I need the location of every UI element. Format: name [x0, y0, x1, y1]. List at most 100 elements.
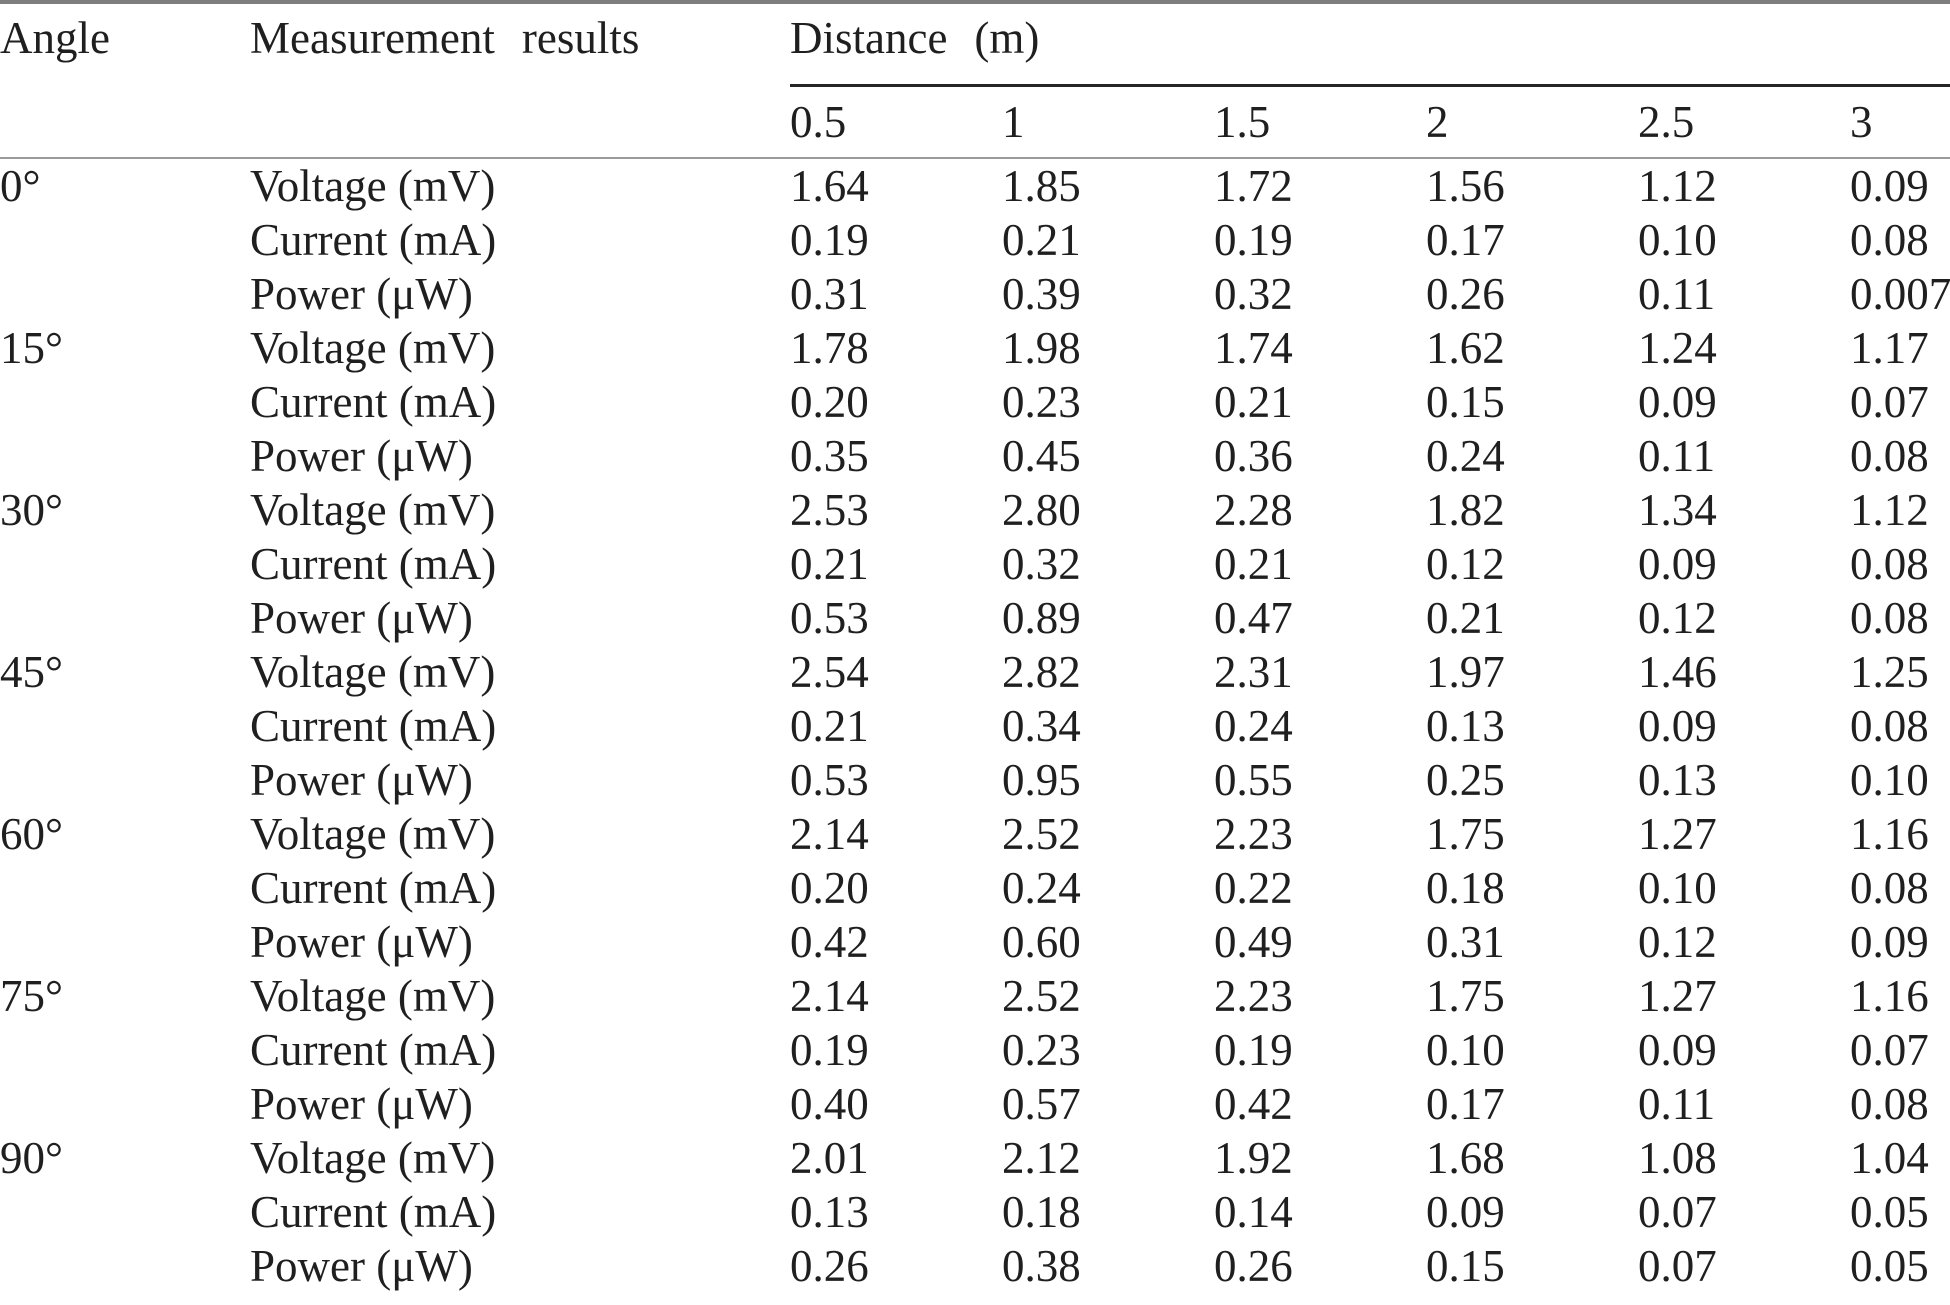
- value-cell: 0.08: [1850, 863, 1929, 913]
- header-row-top: Angle Measurement results Distance (m): [0, 2, 1950, 87]
- value-cell: 1.92: [1214, 1133, 1293, 1183]
- value-cell: 0.19: [1214, 215, 1293, 265]
- table-row: Power (μW) 0.26 0.38 0.26 0.15 0.07 0.05: [0, 1239, 1950, 1305]
- measurement-label-cell: Voltage (mV): [250, 647, 496, 697]
- value-cell: 0.47: [1214, 593, 1293, 643]
- measurement-column-header: Measurement results: [250, 13, 640, 63]
- value-cell: 0.24: [1426, 431, 1505, 481]
- table-row: 60° Voltage (mV) 2.14 2.52 2.23 1.75 1.27 1.16: [0, 807, 1950, 861]
- angle-cell: [0, 1239, 250, 1305]
- measurement-label-cell: Power (μW): [250, 269, 473, 319]
- value-cell: 0.20: [790, 377, 869, 427]
- table-row: Current (mA) 0.21 0.32 0.21 0.12 0.09 0.08: [0, 537, 1950, 591]
- value-cell: 0.20: [790, 863, 869, 913]
- table-row: Current (mA) 0.20 0.23 0.21 0.15 0.09 0.07: [0, 375, 1950, 429]
- value-cell: 0.35: [790, 431, 869, 481]
- value-cell: 0.15: [1426, 377, 1505, 427]
- value-cell: 2.28: [1214, 485, 1293, 535]
- measurement-label-cell: Power (μW): [250, 431, 473, 481]
- angle-cell: [0, 915, 250, 969]
- value-cell: 1.62: [1426, 323, 1505, 373]
- value-cell: 2.52: [1002, 809, 1081, 859]
- table-row: Power (μW) 0.53 0.89 0.47 0.21 0.12 0.08: [0, 591, 1950, 645]
- table-body: 0° Voltage (mV) 1.64 1.85 1.72 1.56 1.12 0.09 Cu…: [0, 158, 1950, 1305]
- value-cell: 0.42: [790, 917, 869, 967]
- angle-cell: [0, 429, 250, 483]
- value-cell: 0.40: [790, 1079, 869, 1129]
- measurement-label-cell: Power (μW): [250, 593, 473, 643]
- measurement-label-cell: Voltage (mV): [250, 161, 496, 211]
- value-cell: 2.31: [1214, 647, 1293, 697]
- angle-cell: 0°: [0, 161, 41, 211]
- value-cell: 0.55: [1214, 755, 1293, 805]
- value-cell: 0.31: [1426, 917, 1505, 967]
- value-cell: 1.97: [1426, 647, 1505, 697]
- value-cell: 0.22: [1214, 863, 1293, 913]
- value-cell: 2.12: [1002, 1133, 1081, 1183]
- angle-cell: [0, 213, 250, 267]
- value-cell: 2.14: [790, 809, 869, 859]
- table-row: Power (μW) 0.40 0.57 0.42 0.17 0.11 0.08: [0, 1077, 1950, 1131]
- value-cell: 0.57: [1002, 1079, 1081, 1129]
- value-cell: 0.32: [1002, 539, 1081, 589]
- value-cell: 1.16: [1850, 809, 1929, 859]
- measurement-label-cell: Current (mA): [250, 215, 497, 265]
- value-cell: 0.09: [1638, 377, 1717, 427]
- value-cell: 0.09: [1426, 1187, 1505, 1237]
- angle-cell: 90°: [0, 1133, 63, 1183]
- angle-cell: [0, 591, 250, 645]
- value-cell: 0.17: [1426, 1079, 1505, 1129]
- value-cell: 0.32: [1214, 269, 1293, 319]
- value-cell: 0.23: [1002, 1025, 1081, 1075]
- table-row: Power (μW) 0.53 0.95 0.55 0.25 0.13 0.10: [0, 753, 1950, 807]
- measurement-label-cell: Voltage (mV): [250, 971, 496, 1021]
- value-cell: 1.27: [1638, 971, 1717, 1021]
- table-row: Current (mA) 0.21 0.34 0.24 0.13 0.09 0.08: [0, 699, 1950, 753]
- value-cell: 0.09: [1638, 701, 1717, 751]
- distance-column-header: Distance (m): [790, 2, 1950, 87]
- distance-subheader: 2.5: [1638, 85, 1850, 159]
- value-cell: 1.75: [1426, 971, 1505, 1021]
- value-cell: 0.08: [1850, 701, 1929, 751]
- table-row: Current (mA) 0.19 0.21 0.19 0.17 0.10 0.08: [0, 213, 1950, 267]
- measurement-label-cell: Power (μW): [250, 917, 473, 967]
- table-row: 15° Voltage (mV) 1.78 1.98 1.74 1.62 1.24 1.17: [0, 321, 1950, 375]
- table-row: 90° Voltage (mV) 2.01 2.12 1.92 1.68 1.08 1.04: [0, 1131, 1950, 1185]
- value-cell: 1.34: [1638, 485, 1717, 535]
- value-cell: 0.09: [1638, 1025, 1717, 1075]
- table-row: 75° Voltage (mV) 2.14 2.52 2.23 1.75 1.27 1.16: [0, 969, 1950, 1023]
- value-cell: 0.13: [1638, 755, 1717, 805]
- value-cell: 0.26: [790, 1241, 869, 1291]
- value-cell: 0.08: [1850, 539, 1929, 589]
- angle-cell: 60°: [0, 809, 63, 859]
- angle-cell: [0, 699, 250, 753]
- value-cell: 0.11: [1638, 431, 1716, 481]
- angle-cell: 15°: [0, 323, 63, 373]
- measurement-label-cell: Power (μW): [250, 1079, 473, 1129]
- value-cell: 0.10: [1426, 1025, 1505, 1075]
- value-cell: 0.21: [1002, 215, 1081, 265]
- table-row: Current (mA) 0.13 0.18 0.14 0.09 0.07 0.05: [0, 1185, 1950, 1239]
- value-cell: 1.74: [1214, 323, 1293, 373]
- value-cell: 1.12: [1850, 485, 1929, 535]
- value-cell: 0.17: [1426, 215, 1505, 265]
- table-row: Current (mA) 0.19 0.23 0.19 0.10 0.09 0.07: [0, 1023, 1950, 1077]
- measurement-label-cell: Current (mA): [250, 1025, 497, 1075]
- measurement-label-cell: Current (mA): [250, 701, 497, 751]
- value-cell: 1.68: [1426, 1133, 1505, 1183]
- measurement-label-cell: Voltage (mV): [250, 1133, 496, 1183]
- value-cell: 0.07: [1638, 1241, 1717, 1291]
- value-cell: 1.12: [1638, 161, 1717, 211]
- measurement-label-cell: Current (mA): [250, 863, 497, 913]
- value-cell: 1.75: [1426, 809, 1505, 859]
- value-cell: 1.27: [1638, 809, 1717, 859]
- angle-cell: 30°: [0, 485, 63, 535]
- value-cell: 0.45: [1002, 431, 1081, 481]
- angle-cell: 45°: [0, 647, 63, 697]
- distance-subheader: 0.5: [790, 85, 1002, 159]
- value-cell: 0.24: [1002, 863, 1081, 913]
- value-cell: 0.19: [1214, 1025, 1293, 1075]
- header-row-distances: 0.5 1 1.5 2 2.5 3: [0, 85, 1950, 159]
- value-cell: 0.21: [1214, 539, 1293, 589]
- value-cell: 0.53: [790, 593, 869, 643]
